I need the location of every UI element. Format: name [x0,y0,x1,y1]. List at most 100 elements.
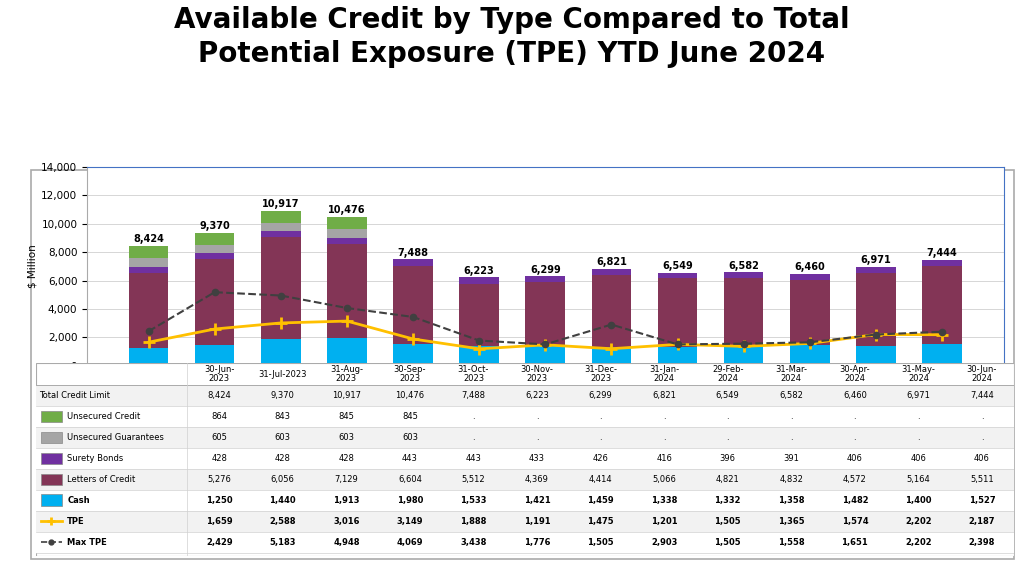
Bar [261,223,301,232]
Bar [592,347,631,366]
Text: 5,512: 5,512 [462,475,485,484]
Bar [261,339,301,366]
Bar [393,266,433,344]
Text: 1,332: 1,332 [715,496,741,505]
Bar [856,346,896,366]
Text: 31-Mar-: 31-Mar- [775,365,807,374]
Text: 8,424: 8,424 [207,391,231,400]
Text: 1,421: 1,421 [523,496,550,505]
Text: 2023: 2023 [590,374,611,383]
Text: Cash: Cash [68,496,90,505]
Text: .: . [726,412,729,421]
Text: 6,582: 6,582 [728,260,759,271]
Bar [592,275,631,347]
Text: 30-Jun-: 30-Jun- [967,365,997,374]
Text: 6,582: 6,582 [779,391,803,400]
Text: 4,832: 4,832 [779,475,803,484]
Text: 428: 428 [211,454,227,463]
Bar [923,266,962,344]
Text: 845: 845 [402,412,418,421]
Text: 30-Sep-: 30-Sep- [393,365,426,374]
Bar [592,269,631,275]
Text: .: . [790,433,793,442]
FancyBboxPatch shape [36,532,1014,553]
Bar [327,217,367,229]
Bar [856,267,896,272]
Text: 6,460: 6,460 [843,391,866,400]
Text: 6,971: 6,971 [906,391,931,400]
Bar [657,278,697,347]
Text: 7,444: 7,444 [970,391,994,400]
Text: .: . [663,433,666,442]
Bar [195,253,234,259]
Text: 4,069: 4,069 [396,538,423,547]
Text: 1,400: 1,400 [905,496,932,505]
Text: 3,149: 3,149 [396,517,423,526]
Text: 605: 605 [211,433,227,442]
Bar [129,259,168,267]
Text: 2024: 2024 [780,374,802,383]
Text: 443: 443 [402,454,418,463]
Text: 1,527: 1,527 [969,496,995,505]
Text: 5,511: 5,511 [970,475,993,484]
Bar [261,211,301,223]
Text: 603: 603 [338,433,354,442]
Text: 1,482: 1,482 [842,496,868,505]
Text: 1,888: 1,888 [460,517,486,526]
Text: 6,821: 6,821 [652,391,676,400]
Text: 31-Oct-: 31-Oct- [458,365,489,374]
Text: 31-Jul-2023: 31-Jul-2023 [258,370,307,379]
Text: 428: 428 [338,454,354,463]
Text: 2,202: 2,202 [905,538,932,547]
Text: 6,223: 6,223 [525,391,549,400]
Text: 864: 864 [211,412,227,421]
Text: 406: 406 [974,454,990,463]
Bar [129,246,168,259]
Bar [525,276,565,282]
FancyBboxPatch shape [36,363,1014,556]
Text: 1,574: 1,574 [842,517,868,526]
Text: 5,183: 5,183 [269,538,296,547]
Text: .: . [726,433,729,442]
Bar [261,237,301,339]
Text: 2023: 2023 [399,374,421,383]
Text: .: . [536,433,539,442]
Bar [724,347,764,366]
Bar [790,344,829,366]
Text: 406: 406 [910,454,927,463]
Text: 1,201: 1,201 [651,517,678,526]
Bar [393,344,433,366]
Bar [327,244,367,338]
Text: 6,056: 6,056 [270,475,295,484]
Text: 5,276: 5,276 [207,475,231,484]
Text: .: . [854,412,856,421]
Text: 433: 433 [529,454,545,463]
Text: 30-Apr-: 30-Apr- [840,365,870,374]
Text: 30-Nov-: 30-Nov- [520,365,553,374]
Text: 2024: 2024 [845,374,865,383]
Text: 10,476: 10,476 [395,391,425,400]
Text: Letters of Credit: Letters of Credit [68,475,135,484]
Text: 2,202: 2,202 [905,517,932,526]
Bar [327,338,367,366]
Text: Total Credit Limit: Total Credit Limit [39,391,110,400]
Text: 7,488: 7,488 [397,248,428,258]
Text: .: . [790,412,793,421]
Text: 1,365: 1,365 [778,517,805,526]
Text: 416: 416 [656,454,672,463]
Text: .: . [981,433,983,442]
Bar [657,273,697,278]
Bar [790,280,829,344]
Text: 1,980: 1,980 [396,496,423,505]
Text: 406: 406 [847,454,863,463]
Text: 1,558: 1,558 [778,538,805,547]
Text: 8,424: 8,424 [133,234,164,244]
Text: .: . [472,433,475,442]
Bar [195,233,234,245]
Text: 2024: 2024 [717,374,738,383]
Text: 1,459: 1,459 [588,496,614,505]
Text: 2,398: 2,398 [969,538,995,547]
Text: 4,948: 4,948 [333,538,359,547]
Bar [724,278,764,347]
Text: 1,475: 1,475 [588,517,614,526]
